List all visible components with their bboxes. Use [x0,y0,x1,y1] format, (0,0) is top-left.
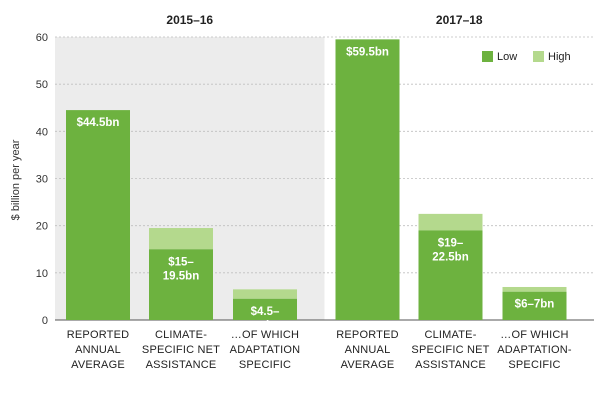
bar-low-segment [149,249,213,320]
panel-title: 2017–18 [436,13,483,27]
y-axis-label: $ billion per year [10,139,22,220]
bars [66,39,567,320]
y-tick-label: 10 [36,268,48,280]
y-tick-label: 40 [36,126,48,138]
legend-label: Low [497,51,517,63]
x-category-label: …OF WHICH ADAPTATION SPECIFIC [230,329,301,371]
bar-low-segment [502,291,567,320]
y-tick-label: 30 [36,174,48,186]
bar-value-label: $19– 22.5bn [432,237,468,263]
panel-title: 2015–16 [166,13,213,27]
bar-value-label: $4.5– 6.5bn [250,306,280,332]
x-category-label: …OF WHICH ADAPTATION-SPECIFIC [497,329,572,371]
legend: Low High [482,51,571,63]
labels: 0 10 20 30 40 50 60 2015–16 $44.5bn REPORTED ANNUA… [36,13,572,371]
x-category-label: REPORTED ANNUAL AVERAGE [67,329,130,371]
bar-value-label: $15– 19.5bn [163,256,199,282]
y-tick-label: 0 [42,315,48,327]
bar-high-segment [418,213,483,231]
bar-low-segment [233,298,297,320]
x-category-label: CLIMATE-SPECIFIC NET ASSISTANCE [411,329,489,371]
x-category-label: REPORTED ANNUAL AVERAGE [336,329,399,371]
bar-value-label: $6–7bn [515,299,555,311]
x-category-label: CLIMATE-SPECIFIC NET ASSISTANCE [142,329,220,371]
bar-low-segment [418,230,483,320]
y-tick-label: 50 [36,79,48,91]
bar-value-label: $44.5bn [77,117,120,129]
legend-swatch [482,51,493,62]
bar-low-segment [66,110,130,320]
legend-swatch [533,51,544,62]
bar-high-segment [149,228,213,250]
bar-value-label: $59.5bn [346,46,389,58]
bar-high-segment [233,289,297,299]
y-tick-label: 60 [36,32,48,44]
bar-low-segment [335,39,400,320]
bar-high-segment [502,286,567,292]
legend-label: High [548,51,571,63]
y-tick-label: 20 [36,221,48,233]
